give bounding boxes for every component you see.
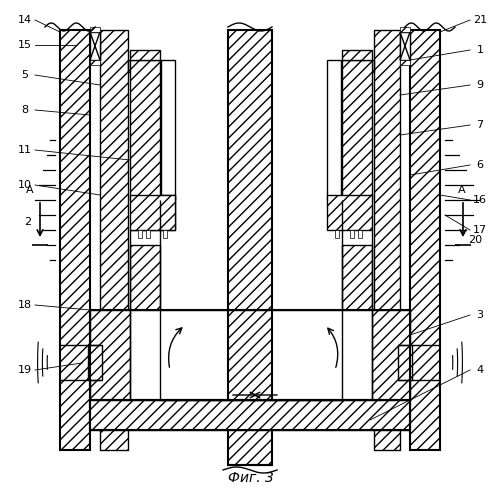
Text: 6: 6 xyxy=(475,160,482,170)
Polygon shape xyxy=(341,50,371,60)
Polygon shape xyxy=(146,230,150,238)
Polygon shape xyxy=(349,230,353,238)
Polygon shape xyxy=(409,30,439,450)
Polygon shape xyxy=(326,195,371,230)
Polygon shape xyxy=(161,60,175,200)
Text: 7: 7 xyxy=(475,120,482,130)
Text: 10: 10 xyxy=(18,180,32,190)
Polygon shape xyxy=(100,30,128,450)
Text: 19: 19 xyxy=(18,365,32,375)
Text: A: A xyxy=(26,185,34,195)
Polygon shape xyxy=(399,32,409,60)
Text: 3: 3 xyxy=(475,310,482,320)
Text: 9: 9 xyxy=(475,80,482,90)
Polygon shape xyxy=(334,230,338,238)
Polygon shape xyxy=(60,30,90,450)
Text: 8: 8 xyxy=(22,105,29,115)
Polygon shape xyxy=(130,245,160,310)
Text: 2: 2 xyxy=(25,217,32,227)
Polygon shape xyxy=(130,60,160,200)
Text: 4: 4 xyxy=(475,365,482,375)
Polygon shape xyxy=(138,230,142,238)
Polygon shape xyxy=(88,345,102,380)
Text: A: A xyxy=(457,185,465,195)
Polygon shape xyxy=(90,32,100,60)
Text: 17: 17 xyxy=(472,225,486,235)
Polygon shape xyxy=(128,60,130,72)
Polygon shape xyxy=(130,50,160,60)
Text: Фиг. 3: Фиг. 3 xyxy=(227,471,274,485)
Polygon shape xyxy=(399,27,409,32)
Text: 20: 20 xyxy=(467,235,481,245)
Polygon shape xyxy=(326,60,340,200)
Polygon shape xyxy=(341,245,371,310)
Text: 16: 16 xyxy=(472,195,486,205)
Polygon shape xyxy=(371,310,409,400)
Text: 21: 21 xyxy=(472,15,486,25)
Text: 14: 14 xyxy=(18,15,32,25)
Polygon shape xyxy=(90,310,130,400)
Polygon shape xyxy=(373,30,399,450)
Text: 11: 11 xyxy=(18,145,32,155)
Polygon shape xyxy=(341,60,371,200)
Text: 15: 15 xyxy=(18,40,32,50)
Polygon shape xyxy=(90,60,100,65)
Polygon shape xyxy=(130,195,175,230)
Polygon shape xyxy=(371,60,373,72)
Polygon shape xyxy=(399,60,409,65)
Polygon shape xyxy=(357,230,361,238)
Text: 1: 1 xyxy=(475,45,482,55)
Text: 18: 18 xyxy=(18,300,32,310)
Text: 5: 5 xyxy=(22,70,29,80)
Polygon shape xyxy=(163,230,167,238)
Polygon shape xyxy=(397,345,411,380)
Polygon shape xyxy=(227,30,272,465)
Polygon shape xyxy=(130,195,175,230)
Polygon shape xyxy=(90,400,409,430)
Polygon shape xyxy=(90,27,100,32)
